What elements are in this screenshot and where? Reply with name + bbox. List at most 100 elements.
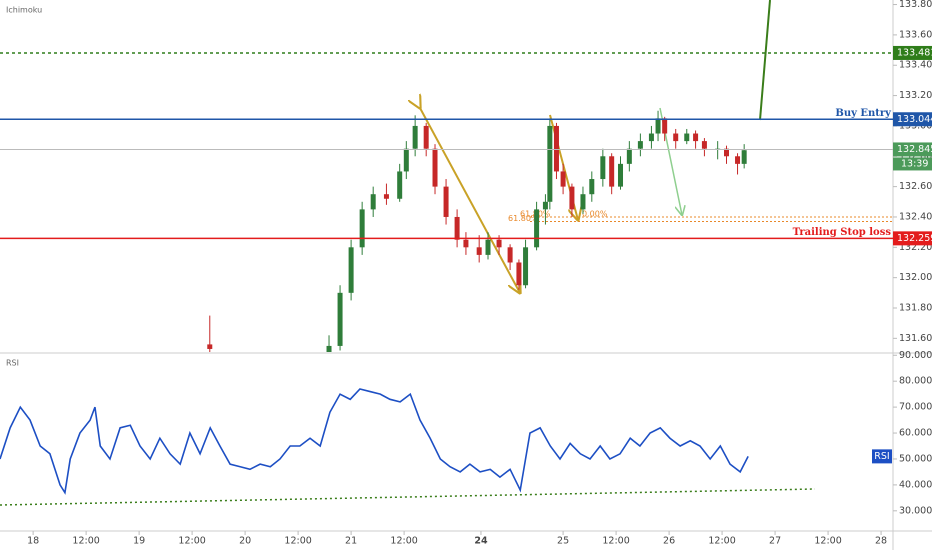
candle-body [589, 179, 595, 195]
y-tick-label: 131.800 [899, 303, 932, 314]
x-tick-label: 27 [769, 536, 781, 547]
candle-body [618, 163, 624, 187]
price-box-label: 132.259 [897, 233, 932, 244]
candle-body [741, 150, 747, 164]
candle-body [626, 148, 632, 164]
x-tick-label: 24 [474, 536, 488, 547]
candle-body [648, 133, 654, 142]
x-tick-label: 12:00 [284, 536, 311, 547]
level-text: Trailing Stop loss [793, 227, 892, 238]
y-tick-label: 132.400 [899, 211, 932, 222]
rsi-badge: RSI [874, 451, 889, 462]
time-box [893, 157, 932, 171]
candle-body [463, 239, 469, 248]
y-tick-label: 70.0000 [899, 402, 932, 413]
rsi-badge-box [872, 449, 892, 464]
candle-body [523, 247, 529, 286]
y-tick-label: 133.400 [899, 60, 932, 71]
y-tick-label: 30.0000 [899, 505, 932, 516]
time-box-label: 13:39 [901, 158, 928, 169]
candle-body [485, 239, 491, 255]
price-box [893, 142, 932, 157]
fib-label: 61.80% [508, 214, 539, 223]
y-tick-label: 132.600 [899, 181, 932, 192]
candle-body [684, 133, 690, 142]
candle-body [359, 209, 365, 248]
pane-title: RSI [6, 359, 19, 368]
candle-body [693, 133, 699, 142]
candle-body [507, 247, 513, 263]
y-tick-label: 50.0000 [899, 453, 932, 464]
level-text: Buy Entry [835, 108, 892, 119]
y-tick-label: 60.0000 [899, 428, 932, 439]
y-tick-label: 90.0000 [899, 350, 932, 361]
candle-body [534, 209, 540, 248]
candle-body [560, 171, 566, 187]
annotation-arrow [420, 108, 520, 293]
candle-body [516, 262, 522, 286]
candle-body [476, 247, 482, 255]
candle-body [637, 141, 643, 149]
price-box-label: 132.845 [897, 144, 932, 155]
candle-body [547, 125, 553, 202]
candle-body [701, 141, 707, 149]
candle-body [662, 118, 668, 134]
x-tick-label: 19 [133, 536, 145, 547]
price-box-label: 133.481 [897, 47, 932, 58]
candle-body [443, 186, 449, 217]
pane-title: Ichimoku [6, 6, 42, 15]
candle-body [207, 344, 213, 349]
candle-body [403, 148, 409, 172]
price-box [893, 231, 932, 246]
y-tick-label: 132.000 [899, 272, 932, 283]
x-tick-label: 28 [875, 536, 887, 547]
fib-label: 0.00% [582, 209, 608, 218]
candle-body [580, 194, 586, 210]
candle-body [496, 239, 502, 248]
y-tick-label: 133.600 [899, 29, 932, 40]
rsi-trendline [0, 488, 816, 506]
rsi-line [0, 388, 749, 495]
candle-body [600, 156, 606, 180]
y-tick-label: 40.0000 [899, 479, 932, 490]
x-tick-label: 12:00 [602, 536, 629, 547]
y-tick-label: 80.0000 [899, 376, 932, 387]
candle-body [383, 194, 389, 199]
price-box [893, 45, 932, 60]
price-box-label: 133.044 [897, 114, 932, 125]
candle-body [326, 345, 332, 352]
candle-body [609, 156, 615, 187]
x-tick-label: 12:00 [708, 536, 735, 547]
candle-body [673, 133, 679, 142]
y-tick-label: 133.200 [899, 90, 932, 101]
rsi-pane [0, 388, 816, 506]
target-line [759, 0, 771, 121]
x-tick-label: 20 [239, 536, 251, 547]
x-tick-label: 26 [663, 536, 675, 547]
candle-body [553, 125, 559, 172]
axes: 131.600 131.800 132.000 132.200 132.400 132.6… [27, 0, 932, 547]
y-tick-label: 131.600 [899, 333, 932, 344]
candle-body [397, 171, 403, 199]
x-tick-label: 12:00 [814, 536, 841, 547]
candle-body [423, 125, 429, 149]
x-tick-label: 12:00 [178, 536, 205, 547]
candle-body [569, 186, 575, 210]
candle-body [655, 118, 661, 134]
price-box [893, 112, 932, 127]
x-tick-label: 18 [27, 536, 39, 547]
x-tick-label: 21 [345, 536, 357, 547]
candle-body [454, 216, 460, 240]
candle-body [348, 247, 354, 293]
candle-body [542, 201, 548, 210]
candle-body [412, 125, 418, 149]
candle-body [724, 148, 730, 157]
x-tick-label: 12:00 [72, 536, 99, 547]
y-tick-label: 132.200 [899, 242, 932, 253]
candle-body [337, 292, 343, 346]
y-tick-label: 133.800 [899, 0, 932, 10]
price-pane: 61.80%0.00%61.80% [0, 0, 893, 352]
candle-body [370, 194, 376, 210]
x-tick-label: 12:00 [390, 536, 417, 547]
